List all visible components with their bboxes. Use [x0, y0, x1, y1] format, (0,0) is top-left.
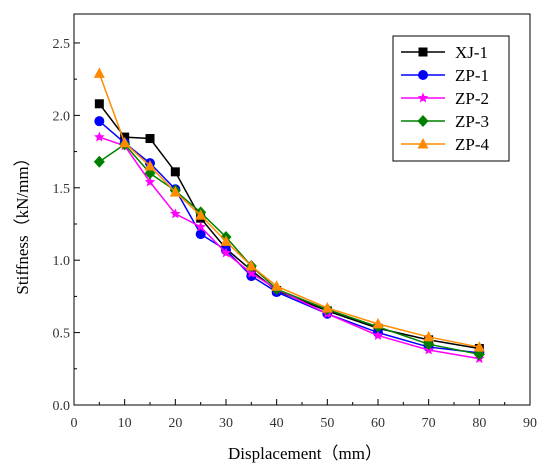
- data-point-zp-2: [170, 208, 181, 219]
- legend-label: ZP-3: [455, 112, 489, 131]
- legend-label: XJ-1: [455, 43, 488, 62]
- x-tick-label: 70: [422, 416, 436, 431]
- data-point-zp-1: [195, 229, 206, 240]
- legend-item-zp-3: ZP-3: [401, 112, 489, 131]
- data-point-zp-4: [169, 186, 181, 197]
- data-point-zp-4: [473, 341, 485, 352]
- data-point-zp-4: [245, 259, 257, 271]
- legend-label: ZP-1: [455, 66, 489, 85]
- y-tick-label: 1.5: [53, 182, 71, 197]
- axes: 0 10 20 30 40 50 60 70 80 90 0.0 0.5 1.0 1.5 2.0 2.5: [53, 13, 537, 431]
- data-point-zp-1: [94, 116, 105, 127]
- data-point-zp-4: [423, 330, 435, 342]
- legend-marker: [418, 47, 428, 57]
- y-axis-title: Stiffness（kN/mm）: [13, 149, 32, 294]
- x-tick-label: 50: [320, 416, 334, 431]
- x-tick-label: 40: [270, 416, 284, 431]
- x-tick-label: 10: [118, 416, 132, 431]
- x-tick-label: 90: [523, 416, 537, 431]
- series-zp-4: [93, 67, 485, 352]
- data-point-zp-4: [220, 235, 232, 246]
- series-group: [93, 67, 485, 364]
- series-line-zp-2: [99, 136, 480, 360]
- series-line-zp-4: [98, 73, 480, 348]
- data-point-zp-4: [119, 136, 131, 148]
- data-point-zp-2: [372, 329, 384, 340]
- legend-marker: [417, 115, 429, 127]
- data-point-zp-2: [220, 247, 232, 258]
- legend-box: [392, 35, 510, 162]
- x-tick-label: 0: [71, 416, 78, 431]
- data-point-zp-2: [246, 267, 257, 278]
- data-point-zp-3: [93, 155, 105, 168]
- data-point-zp-2: [94, 131, 105, 142]
- data-point-zp-2: [144, 176, 156, 187]
- x-tick-label: 20: [168, 416, 182, 431]
- legend-marker: [418, 70, 428, 80]
- data-point-xj-1: [94, 99, 104, 109]
- legend-item-zp-2: ZP-2: [401, 89, 489, 108]
- data-point-zp-4: [93, 67, 105, 78]
- legend-item-zp-1: ZP-1: [401, 66, 489, 85]
- data-point-zp-4: [372, 317, 384, 329]
- legend-item-xj-1: XJ-1: [401, 43, 488, 62]
- y-tick-label: 2.5: [53, 37, 71, 52]
- y-tick-label: 2.0: [53, 109, 71, 124]
- x-tick-label: 80: [472, 416, 486, 431]
- x-tick-label: 60: [371, 416, 385, 431]
- data-point-zp-2: [195, 221, 206, 232]
- x-axis-title: Displacement（mm）: [228, 444, 382, 463]
- data-point-xj-1: [170, 167, 180, 177]
- legend-label: ZP-2: [455, 89, 489, 108]
- data-point-zp-4: [195, 209, 207, 220]
- data-point-zp-4: [271, 280, 283, 291]
- data-point-zp-4: [321, 301, 333, 313]
- legend-item-zp-4: ZP-4: [401, 135, 490, 154]
- y-tick-label: 0.0: [53, 399, 71, 414]
- y-tick-label: 1.0: [53, 254, 71, 269]
- data-point-zp-4: [144, 160, 156, 171]
- data-point-xj-1: [145, 134, 155, 144]
- series-zp-3: [93, 138, 485, 361]
- y-tick-label: 0.5: [53, 327, 71, 342]
- x-tick-label: 30: [219, 416, 233, 431]
- legend: XJ-1 ZP-1 ZP-2 ZP-3 ZP-4: [392, 35, 510, 162]
- legend-label: ZP-4: [455, 135, 490, 154]
- legend-marker: [417, 138, 429, 149]
- legend-marker: [417, 92, 429, 103]
- series-line-zp-3: [98, 143, 480, 356]
